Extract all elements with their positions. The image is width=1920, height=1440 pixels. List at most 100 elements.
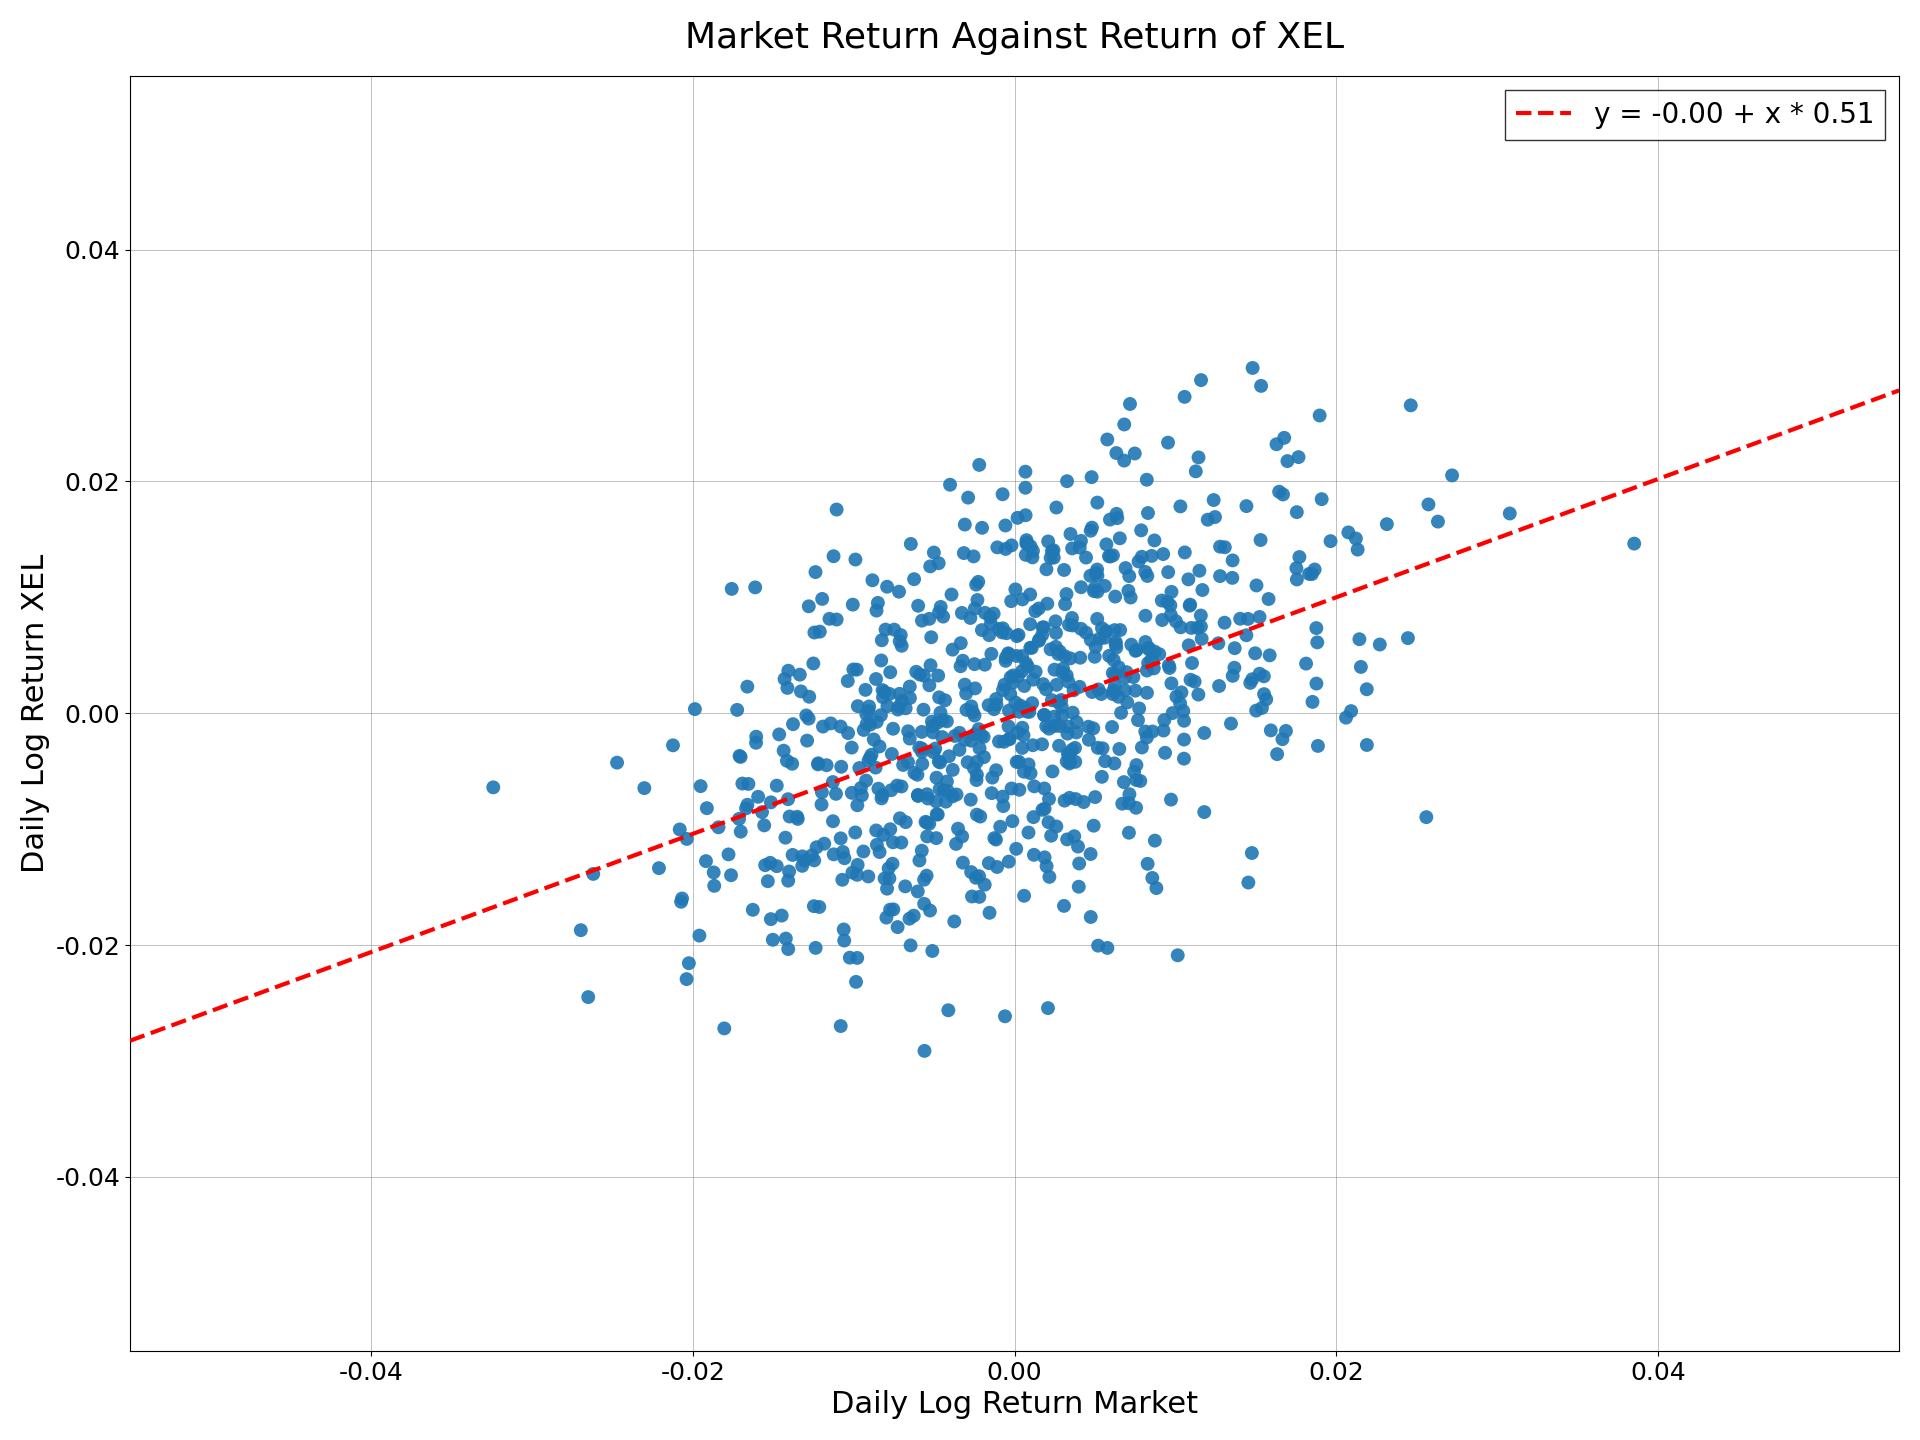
Point [1006,588,1037,611]
Point [870,618,900,641]
Point [1187,579,1217,602]
Point [478,776,509,799]
Point [1077,717,1108,740]
Point [841,864,872,887]
Point [948,513,979,536]
Point [906,609,937,632]
Point [906,740,937,763]
Point [924,600,954,624]
Point [1240,575,1271,598]
Point [1129,720,1160,743]
Point [1075,628,1106,651]
Point [954,606,985,629]
Point [828,868,858,891]
X-axis label: Daily Log Return Market: Daily Log Return Market [831,1390,1198,1420]
Point [906,720,937,743]
Point [1344,628,1375,651]
Point [1039,706,1069,729]
Point [797,844,828,867]
Point [1052,469,1083,492]
Point [937,583,968,606]
Point [904,662,935,685]
Point [1119,639,1150,662]
Point [947,649,977,672]
Point [912,788,943,811]
Point [1114,564,1144,588]
Point [1018,691,1048,714]
Point [960,652,991,675]
Point [902,783,933,806]
Point [1146,589,1177,612]
Point [1004,700,1035,723]
Point [981,693,1012,716]
Point [843,694,874,717]
Point [908,698,939,721]
Point [841,549,872,572]
Point [1392,626,1423,649]
Point [968,746,998,769]
Point [1056,606,1087,629]
Point [762,855,793,878]
Point [1119,760,1150,783]
Point [684,924,714,948]
Point [895,935,925,958]
Point [874,867,904,890]
Point [899,904,929,927]
Point [902,880,933,903]
Point [1085,628,1116,651]
Point [1215,711,1246,734]
Point [1058,678,1089,701]
Point [828,917,858,940]
Point [866,629,897,652]
Point [1044,734,1075,757]
Point [685,775,716,798]
Point [841,946,872,969]
Point [1204,536,1235,559]
Point [1054,752,1085,775]
Point [931,770,962,793]
Point [1039,714,1069,737]
Point [1075,564,1106,588]
Point [993,850,1023,873]
Point [910,811,941,834]
Point [1119,442,1150,465]
Point [1146,609,1177,632]
Point [749,814,780,837]
Point [1165,691,1196,714]
Point [1094,544,1125,567]
Point [1029,704,1060,727]
Point [1236,841,1267,864]
Point [1181,459,1212,482]
Point [1148,708,1179,732]
Point [1052,742,1083,765]
Point [979,827,1010,850]
Point [753,870,783,893]
Point [578,863,609,886]
Point [996,589,1027,612]
Point [1121,796,1152,819]
Point [924,685,954,708]
Point [1052,670,1083,693]
Point [862,599,893,622]
Point [1165,681,1196,704]
Point [874,683,904,706]
Point [970,654,1000,677]
Point [1436,464,1467,487]
Point [1102,507,1133,530]
Point [837,593,868,616]
Point [1225,608,1256,631]
Point [814,608,845,631]
Point [1064,536,1094,559]
Point [758,929,789,952]
Point [1210,611,1240,634]
Point [849,840,879,863]
Point [962,589,993,612]
Point [1100,636,1131,660]
Point [995,727,1025,750]
Point [852,700,883,723]
Point [847,783,877,806]
Point [726,746,756,769]
Point [1052,716,1083,739]
Point [995,683,1025,706]
Point [1023,598,1054,621]
